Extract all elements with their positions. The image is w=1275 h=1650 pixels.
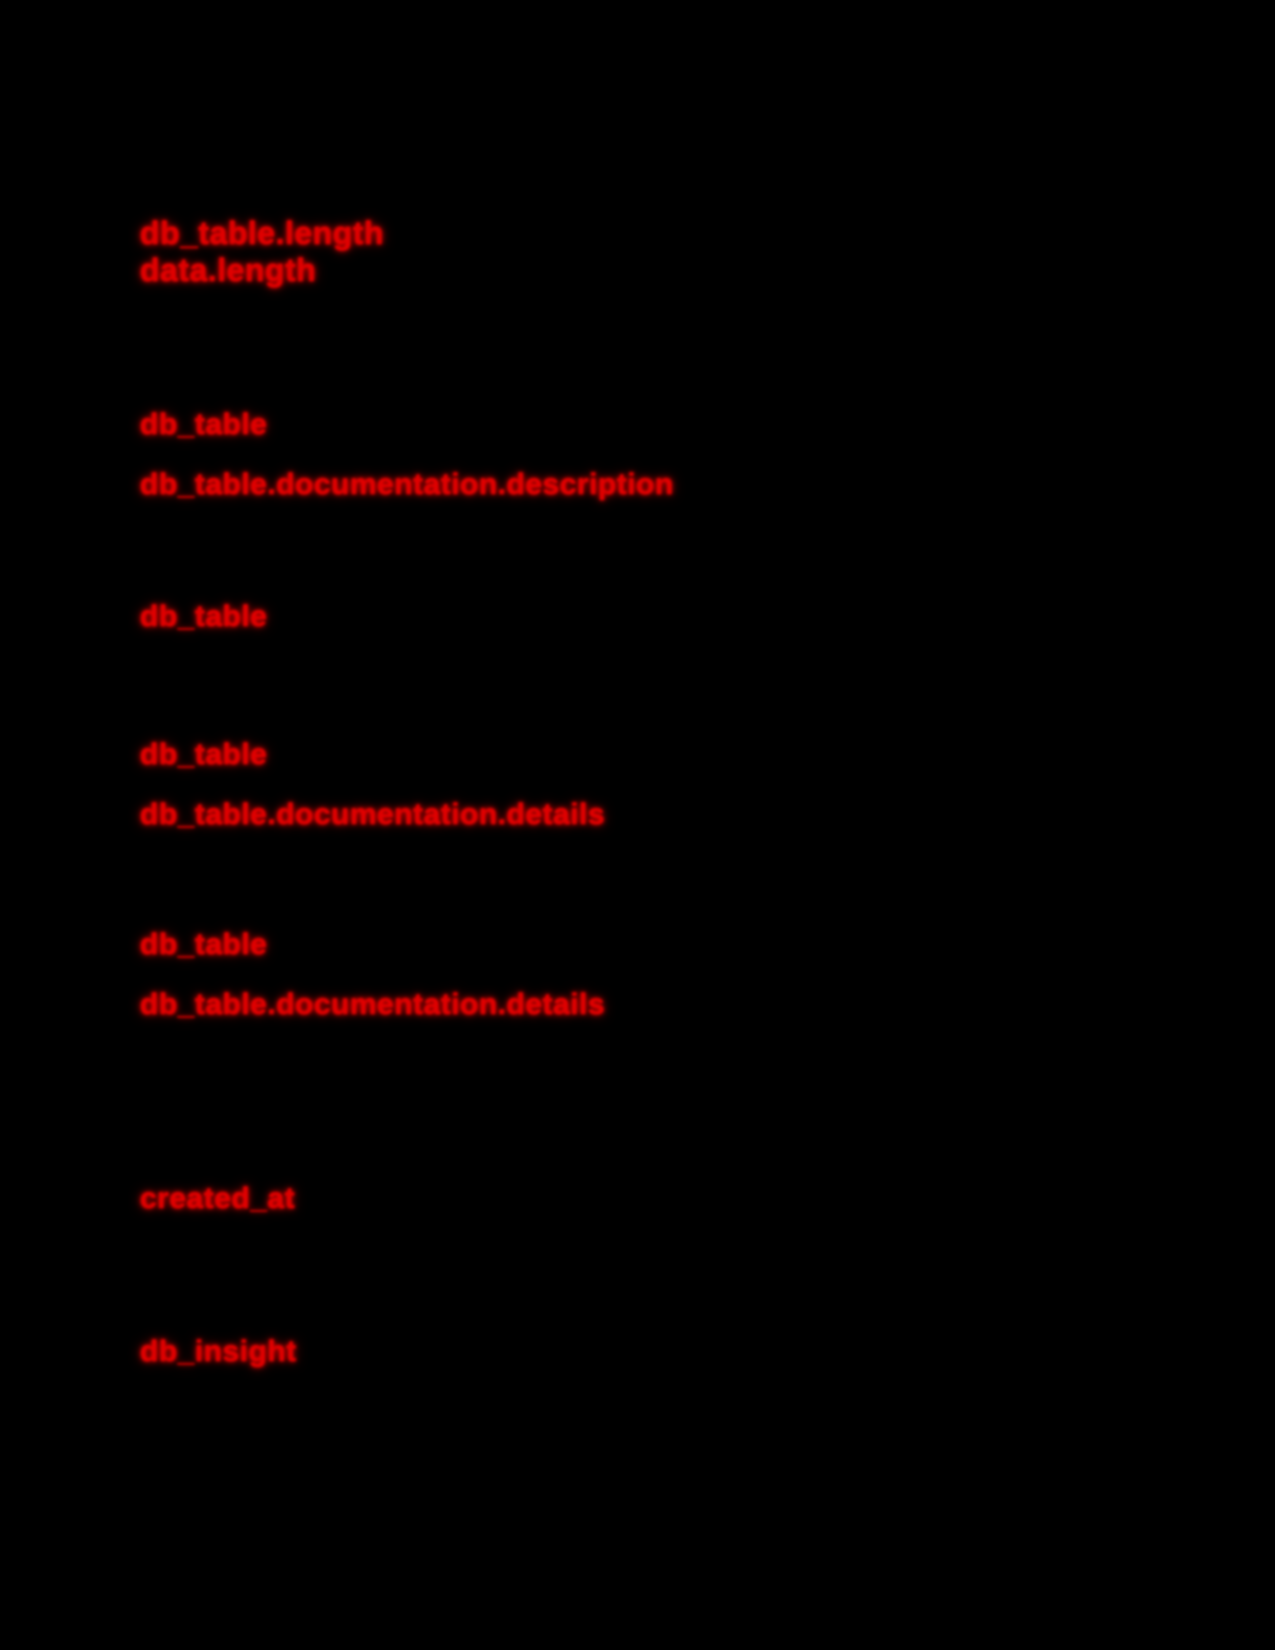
- page: db_table.length data.length db_table db_…: [0, 0, 1275, 1650]
- text-line-9: created_at: [140, 1182, 295, 1216]
- text-line-2: db_table: [140, 408, 267, 442]
- text-line-3: db_table.documentation.description: [140, 468, 674, 502]
- text-line-4: db_table: [140, 600, 267, 634]
- text-line-0: db_table.length: [140, 215, 384, 252]
- text-line-5: db_table: [140, 738, 267, 772]
- text-line-7: db_table: [140, 928, 267, 962]
- text-line-8: db_table.documentation.details: [140, 988, 605, 1022]
- text-line-1: data.length: [140, 252, 316, 289]
- text-line-10: db_insight: [140, 1335, 297, 1369]
- text-line-6: db_table.documentation.details: [140, 798, 605, 832]
